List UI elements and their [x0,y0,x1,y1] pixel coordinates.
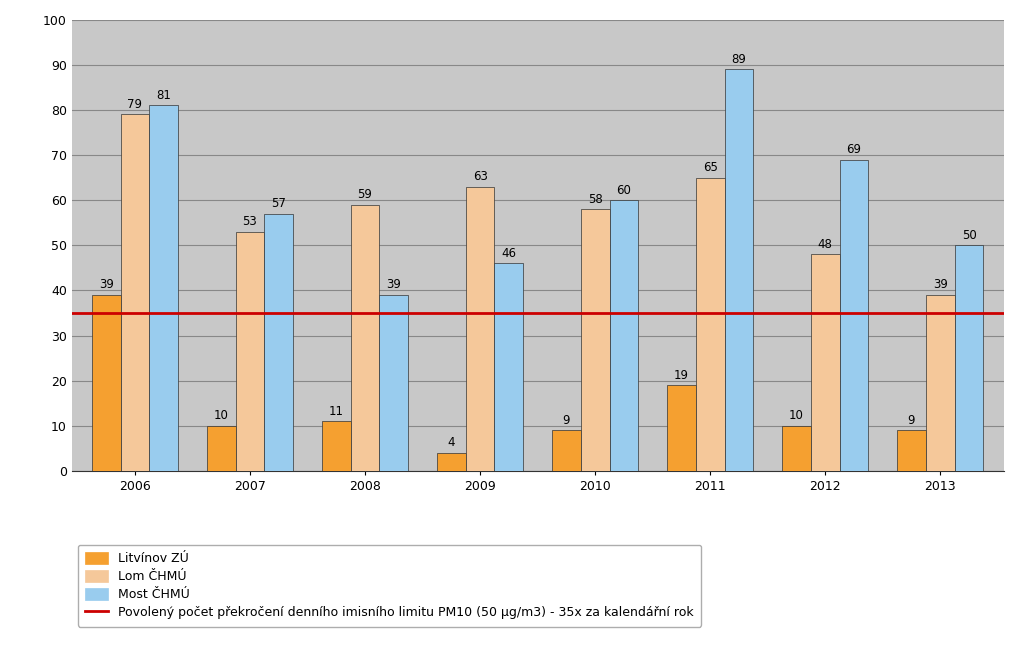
Text: 89: 89 [731,53,746,65]
Bar [695,177,725,471]
Text: 9: 9 [907,414,915,426]
Legend: Litvínov ZÚ, Lom ČHMÚ, Most ČHMÚ, Povolený počet překročení denního imisního lim: Litvínov ZÚ, Lom ČHMÚ, Most ČHMÚ, Povole… [78,545,701,627]
Text: 60: 60 [616,184,632,196]
Bar [552,430,581,471]
Bar [954,245,983,471]
Bar [380,295,409,471]
Bar [725,69,754,471]
Text: 53: 53 [243,215,257,228]
Text: 81: 81 [157,89,171,102]
Bar [581,209,609,471]
Text: 10: 10 [214,409,228,422]
Bar [782,426,811,471]
Text: 63: 63 [473,170,487,183]
Text: 79: 79 [127,98,142,111]
Bar [466,186,495,471]
Text: 57: 57 [271,197,286,210]
Bar [840,160,868,471]
Text: 9: 9 [562,414,570,426]
Text: 69: 69 [847,143,861,156]
Bar [897,430,926,471]
Text: 39: 39 [386,279,401,291]
Bar [437,453,466,471]
Text: 39: 39 [933,279,947,291]
Text: 39: 39 [98,279,114,291]
Bar [609,200,638,471]
Bar [92,295,121,471]
Bar [926,295,954,471]
Text: 4: 4 [447,436,455,449]
Text: 10: 10 [790,409,804,422]
Bar [350,205,380,471]
Text: 19: 19 [674,369,689,381]
Bar [322,421,350,471]
Text: 11: 11 [329,405,344,418]
Bar [495,264,523,471]
Text: 65: 65 [702,161,718,174]
Text: 50: 50 [962,229,976,241]
Bar [667,385,695,471]
Bar [811,254,840,471]
Text: 48: 48 [818,237,833,250]
Text: 46: 46 [502,247,516,260]
Bar [236,232,264,471]
Bar [150,105,178,471]
Bar [121,114,150,471]
Bar [207,426,236,471]
Bar [264,214,293,471]
Text: 59: 59 [357,188,373,201]
Text: 58: 58 [588,192,602,205]
